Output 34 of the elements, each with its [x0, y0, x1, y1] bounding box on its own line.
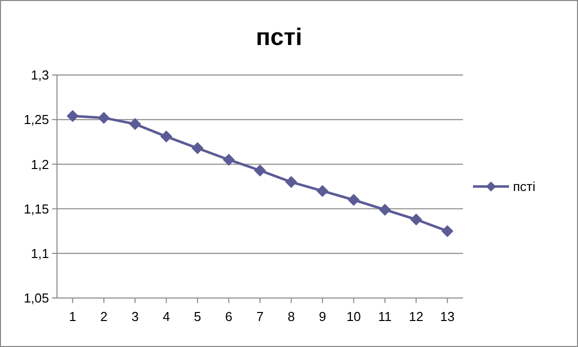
x-tick-label: 4 — [162, 309, 170, 324]
x-tick-label: 9 — [318, 309, 326, 324]
point — [254, 164, 266, 176]
x-tick-label: 5 — [194, 309, 202, 324]
x-tick-label: 13 — [440, 309, 455, 324]
x-tick-label: 10 — [346, 309, 361, 324]
point — [441, 225, 454, 238]
chart-title: пcтi — [256, 24, 302, 51]
y-tick-label: 1,1 — [30, 246, 49, 261]
x-tick-label: 8 — [288, 309, 295, 324]
point — [66, 110, 79, 122]
x-tick-label: 6 — [225, 309, 232, 324]
point — [98, 112, 110, 124]
point — [378, 204, 391, 216]
legend-label: пcтi — [513, 179, 536, 194]
y-tick-label: 1,2 — [30, 156, 49, 172]
x-tick-label: 1 — [69, 309, 76, 324]
x-tick-label: 12 — [408, 309, 424, 324]
point — [316, 184, 328, 197]
point — [348, 194, 360, 206]
x-tick-label: 7 — [256, 309, 264, 324]
y-tick-label: 1,25 — [24, 112, 49, 128]
point — [192, 142, 204, 154]
x-tick-label: 2 — [100, 309, 108, 324]
point — [160, 130, 172, 143]
y-tick-label: 1,3 — [30, 68, 49, 83]
x-tick-label: 11 — [378, 309, 392, 324]
y-tick-label: 1,05 — [24, 290, 49, 306]
point — [129, 118, 142, 130]
point — [410, 214, 422, 226]
point — [222, 154, 235, 166]
x-tick-label: 3 — [131, 309, 139, 324]
point — [285, 176, 298, 188]
y-tick-label: 1,15 — [24, 201, 49, 216]
